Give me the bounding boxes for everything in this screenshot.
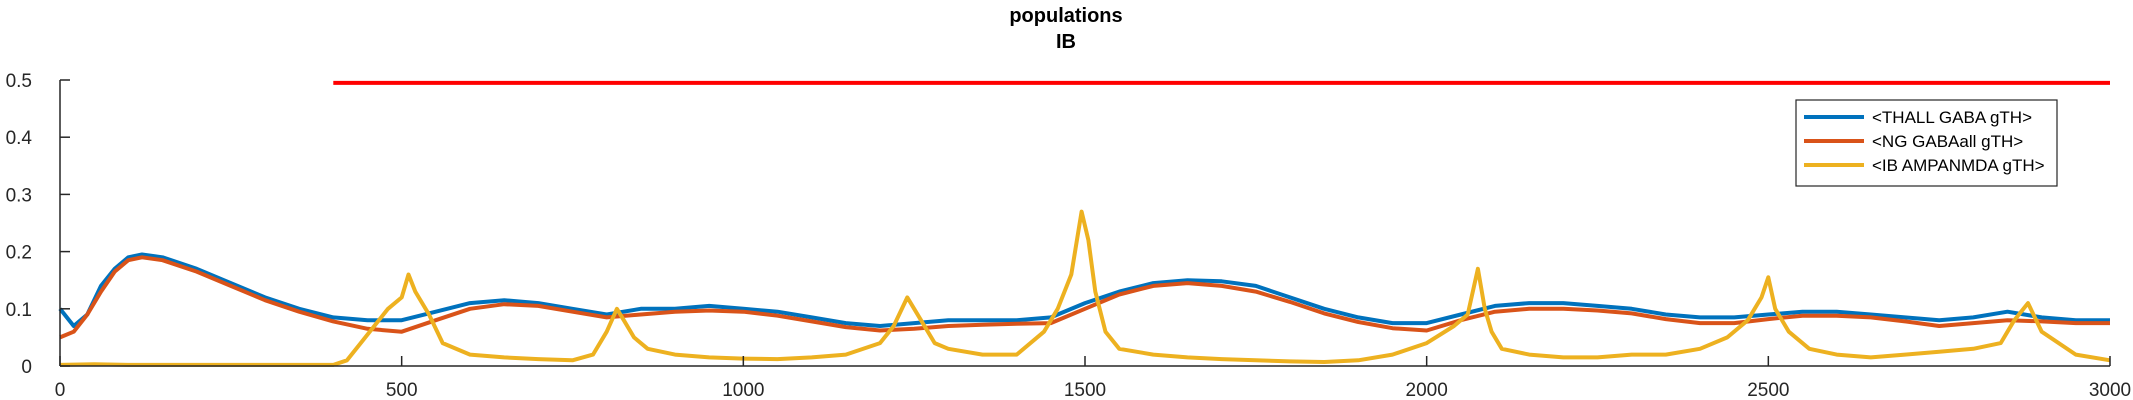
y-tick-label: 0 xyxy=(21,357,32,378)
legend-box xyxy=(1795,99,2058,187)
y-tick-label: 0.2 xyxy=(6,243,32,264)
x-tick-label: 0 xyxy=(55,380,66,400)
series-line-0 xyxy=(58,252,2110,328)
x-tick-label: 500 xyxy=(386,380,418,400)
x-tick-label: 3000 xyxy=(2089,380,2131,400)
series-line-2 xyxy=(59,209,2111,367)
chart-title: populations xyxy=(1009,5,1122,27)
y-tick-label: 0.5 xyxy=(6,71,32,92)
y-tick-label: 0.4 xyxy=(6,128,33,149)
x-tick-label: 1500 xyxy=(1064,380,1106,400)
x-tick-label: 1000 xyxy=(722,380,764,400)
legend-label: <THALL GABA gTH> xyxy=(1872,108,2032,127)
legend: <THALL GABA gTH> <NG GABAall gTH> <IB AMPA… xyxy=(1795,99,2058,187)
axes: 0 500 1000 1500 2000 2500 3000 0 0.1 0.2 0.3 0.4 0.5 xyxy=(6,71,2132,400)
x-tick-label: 2500 xyxy=(1747,380,1789,400)
x-tick-label: 2000 xyxy=(1406,380,1448,400)
legend-label: <IB AMPANMDA gTH> xyxy=(1872,156,2045,175)
chart-subtitle: IB xyxy=(1056,31,1076,53)
y-tick-label: 0.3 xyxy=(6,185,32,206)
legend-label: <NG GABAall gTH> xyxy=(1872,132,2023,151)
series-layer xyxy=(58,80,2111,367)
y-tick-label: 0.1 xyxy=(6,300,32,321)
